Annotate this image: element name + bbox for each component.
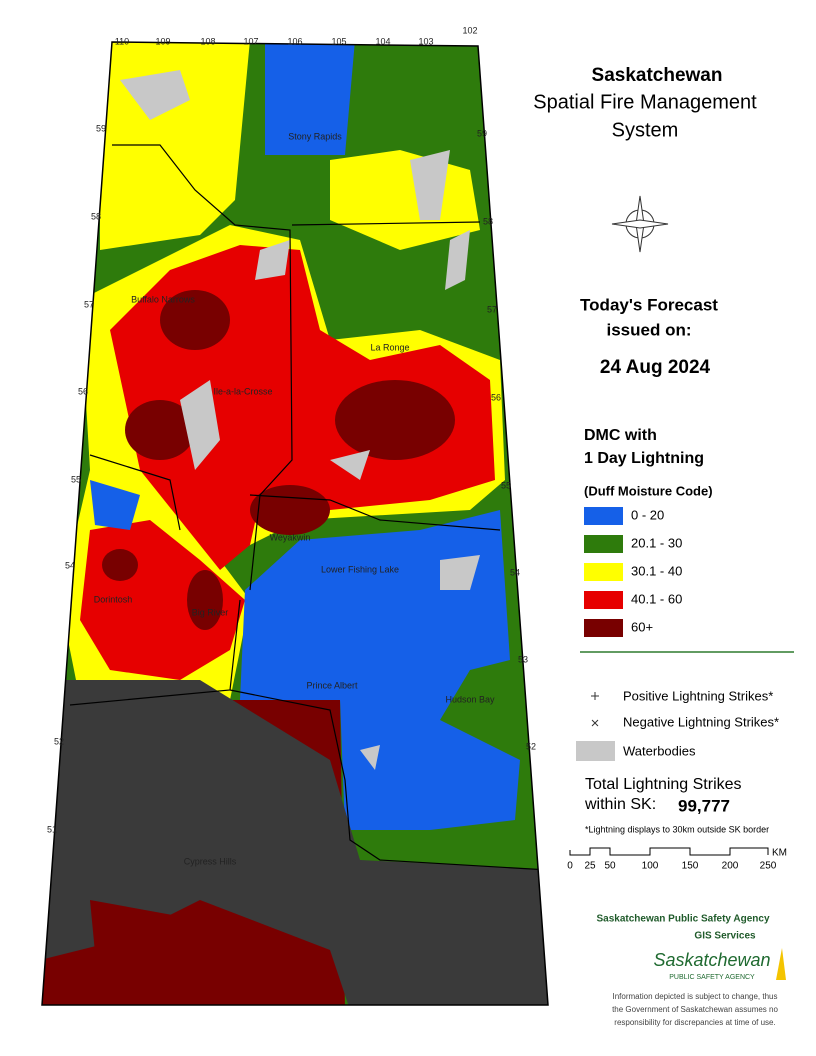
place-label: Lower Fishing Lake xyxy=(321,564,399,574)
place-label: Stony Rapids xyxy=(288,131,342,141)
place-label: Buffalo Narrows xyxy=(131,294,195,304)
place-label: La Ronge xyxy=(370,342,409,352)
place-label: Weyakwin xyxy=(270,532,311,542)
scale-label: 250 xyxy=(760,861,777,872)
zone-blue xyxy=(265,42,355,155)
legend-swatch xyxy=(584,507,623,525)
latitude-label: 53 xyxy=(518,654,528,664)
scale-unit: KM xyxy=(772,848,787,859)
scale-label: 0 xyxy=(567,861,573,872)
legend-negative: Negative Lightning Strikes* xyxy=(623,714,779,729)
zone-darkred xyxy=(102,549,138,581)
place-label: Ile-a-la-Crosse xyxy=(213,386,272,396)
longitude-label: 104 xyxy=(375,36,390,46)
compass xyxy=(611,195,669,253)
latitude-label: 54 xyxy=(65,560,75,570)
lightning-density xyxy=(42,680,548,1005)
disclaimer: Information depicted is subject to chang… xyxy=(613,992,778,1001)
scale-label: 150 xyxy=(682,861,699,872)
latitude-label: 56 xyxy=(78,386,88,396)
logo: Saskatchewan xyxy=(653,950,770,970)
total-label: within SK: xyxy=(584,796,656,813)
latitude-label: 59 xyxy=(477,128,487,138)
legend-subtitle: (Duff Moisture Code) xyxy=(584,483,713,498)
logo-mark xyxy=(776,948,786,980)
legend-water: Waterbodies xyxy=(623,743,696,758)
longitude-label: 109 xyxy=(155,36,170,46)
total-note: *Lightning displays to 30km outside SK b… xyxy=(585,824,769,834)
latitude-label: 52 xyxy=(526,741,536,751)
latitude-label: 56 xyxy=(491,392,501,402)
zone-darkred xyxy=(187,570,223,630)
agency-name: Saskatchewan Public Safety Agency xyxy=(596,914,769,925)
latitude-label: 57 xyxy=(487,304,497,314)
longitude-label: 110 xyxy=(115,36,129,46)
latitude-label: 51 xyxy=(47,824,57,834)
legend-swatch xyxy=(584,563,623,581)
zone-darkred xyxy=(250,485,330,535)
legend-label: 20.1 - 30 xyxy=(631,535,682,550)
legend-label: 60+ xyxy=(631,619,653,634)
scale-label: 100 xyxy=(642,861,659,872)
zone-darkred xyxy=(335,380,455,460)
lightning-symbols xyxy=(591,692,599,727)
place-label: Dorintosh xyxy=(94,594,133,604)
zone-blue xyxy=(90,480,140,530)
legend-positive: Positive Lightning Strikes* xyxy=(623,688,773,703)
legend-label: 30.1 - 40 xyxy=(631,563,682,578)
agency-unit: GIS Services xyxy=(694,931,756,942)
waterbodies xyxy=(120,70,480,770)
latitude-label: 55 xyxy=(71,474,81,484)
latitude-label: 52 xyxy=(54,736,64,746)
total-value: 99,777 xyxy=(678,796,730,815)
province-border xyxy=(41,41,549,1006)
zone-darkred xyxy=(90,900,200,1005)
map xyxy=(42,42,548,1005)
logo-sub: PUBLIC SAFETY AGENCY xyxy=(669,974,755,981)
total-label: Total Lightning Strikes xyxy=(585,776,742,793)
place-label: Cypress Hills xyxy=(184,856,237,866)
forecast-label: issued on: xyxy=(606,320,691,339)
scale-label: 200 xyxy=(722,861,739,872)
region-boundaries xyxy=(69,144,548,871)
longitude-label: 105 xyxy=(331,36,346,46)
forecast-label: Today's Forecast xyxy=(580,295,718,314)
disclaimer: responsibility for discrepancies at time… xyxy=(614,1018,775,1027)
place-label: Big River xyxy=(192,607,229,617)
longitude-label: 106 xyxy=(287,36,302,46)
latitude-label: 59 xyxy=(96,123,106,133)
longitude-label: 102 xyxy=(462,25,477,35)
latitude-label: 54 xyxy=(510,567,520,577)
scale-label: 50 xyxy=(604,861,616,872)
subtitle: Spatial Fire Management xyxy=(533,91,757,113)
zone-darkred xyxy=(160,290,230,350)
legend-title: 1 Day Lightning xyxy=(584,450,704,467)
title: Saskatchewan xyxy=(592,65,723,86)
disclaimer: the Government of Saskatchewan assumes n… xyxy=(612,1005,778,1014)
longitude-label: 107 xyxy=(243,36,258,46)
forecast-date: 24 Aug 2024 xyxy=(600,357,711,378)
place-label: Prince Albert xyxy=(306,680,358,690)
latitude-label: 55 xyxy=(501,480,511,490)
latitude-label: 58 xyxy=(483,216,493,226)
latitude-label: 57 xyxy=(84,299,94,309)
legend-swatch xyxy=(584,535,623,553)
legend-label: 0 - 20 xyxy=(631,507,664,522)
zone-darkred xyxy=(125,400,195,460)
waterbody-swatch xyxy=(576,741,615,761)
legend-swatch xyxy=(584,591,623,609)
longitude-label: 108 xyxy=(200,36,215,46)
latitude-label: 58 xyxy=(91,211,101,221)
scale-label: 25 xyxy=(584,861,596,872)
longitude-label: 103 xyxy=(418,36,433,46)
legend-title: DMC with xyxy=(584,427,657,444)
scale-bar xyxy=(569,847,769,856)
place-label: Hudson Bay xyxy=(445,694,495,704)
legend-swatch xyxy=(584,619,623,637)
subtitle: System xyxy=(612,119,679,141)
legend-label: 40.1 - 60 xyxy=(631,591,682,606)
